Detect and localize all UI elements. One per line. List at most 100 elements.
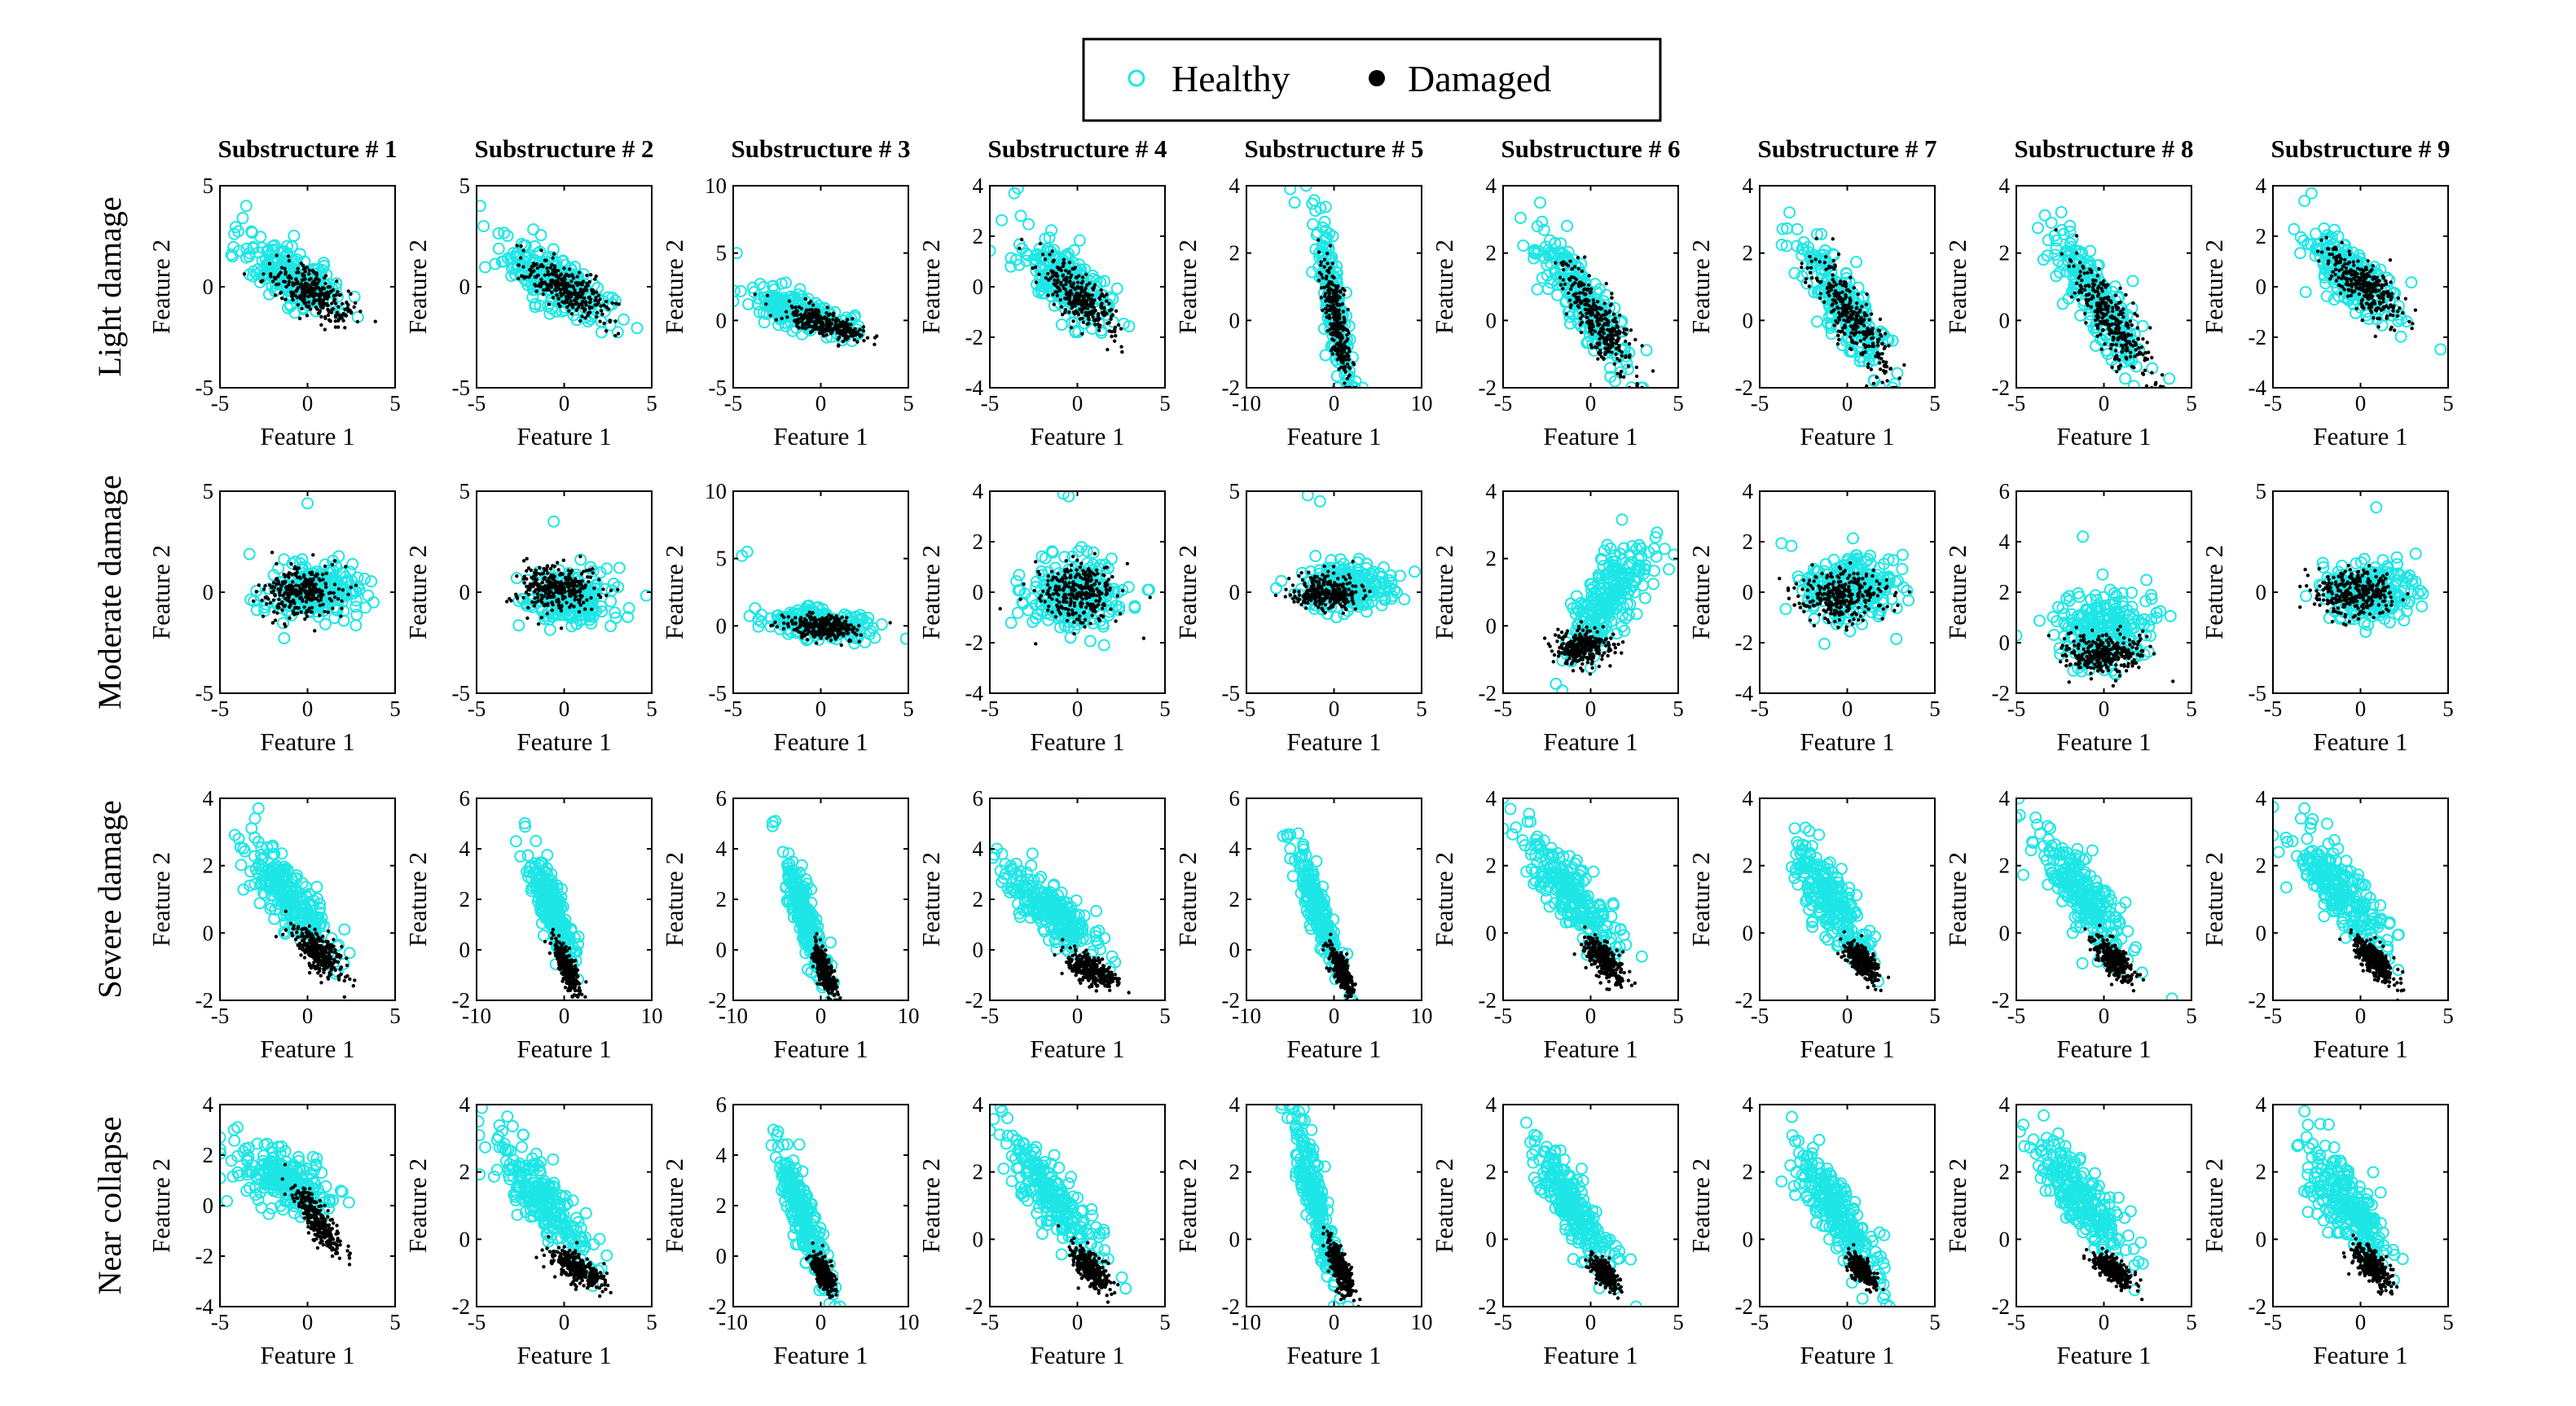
healthy-point [246,226,259,239]
damaged-point [1598,306,1602,311]
damaged-point [2089,305,2094,309]
healthy-point [266,244,279,257]
damaged-point [1598,333,1602,337]
damaged-point [1316,238,1321,242]
damaged-point [820,331,824,335]
damaged-point [1096,311,1101,316]
healthy-point [2060,266,2073,279]
healthy-point [618,313,631,326]
damaged-point [1088,310,1092,314]
healthy-point [1604,362,1617,375]
damaged-point [807,315,811,319]
damaged-point [803,297,807,301]
damaged-point [1337,314,1342,319]
damaged-point [1058,297,1062,302]
x-tick-label: 0 [1585,391,1597,415]
damaged-point [1319,296,1324,300]
damaged-point [1084,305,1088,310]
damaged-point [2081,266,2086,270]
healthy-point [1537,223,1550,236]
damaged-point [2106,283,2110,287]
healthy-point [2053,266,2066,279]
healthy-point [757,306,770,319]
damaged-point [837,343,841,347]
damaged-point [1574,292,1578,296]
damaged-point [346,289,350,293]
damaged-point [1113,330,1117,334]
legend-healthy-label: Healthy [1172,58,1290,99]
damaged-point [848,327,853,331]
damaged-point [303,292,307,297]
damaged-point [1841,283,1846,287]
damaged-point [2129,350,2133,354]
damaged-point [547,302,552,306]
damaged-point [1617,313,1622,318]
damaged-point [540,280,544,284]
damaged-point [1597,342,1602,347]
damaged-point [1063,308,1068,312]
damaged-point [2145,341,2149,345]
healthy-point [1531,283,1544,296]
y-tick-label: 0 [716,308,728,332]
damaged-point [548,266,553,270]
damaged-point [1800,261,1804,266]
y-tick-label: 0 [973,275,984,299]
damaged-point [1332,297,1336,301]
row-label: Moderate damage [91,475,128,710]
damaged-point [1883,332,1888,336]
healthy-point [1853,354,1866,367]
damaged-point [2096,292,2101,297]
damaged-point [311,286,315,291]
damaged-point [1114,309,1119,314]
healthy-point [479,261,492,274]
damaged-point [1091,301,1095,305]
damaged-point [314,282,319,287]
damaged-point [2407,319,2411,324]
damaged-point [587,310,591,315]
damaged-point [594,314,599,319]
damaged-point [1558,283,1563,287]
damaged-point [570,305,575,310]
damaged-point [1074,309,1078,314]
healthy-point [1796,248,1809,261]
damaged-point [1100,292,1104,296]
damaged-point [1840,290,1844,294]
damaged-point [577,270,582,275]
damaged-point [849,323,853,327]
damaged-point [1102,305,1106,310]
damaged-point [1342,349,1347,354]
damaged-point [343,307,347,311]
damaged-point [1323,292,1328,296]
healthy-point [990,244,996,257]
damaged-point [1881,359,1885,364]
y-tick-label: -2 [1479,376,1497,400]
healthy-point [1604,371,1617,384]
damaged-point [818,314,822,319]
damaged-point [288,274,292,278]
damaged-point [1875,343,1880,348]
healthy-point [1514,211,1527,224]
healthy-point [1877,328,1890,341]
damaged-point [1554,261,1558,265]
damaged-point [604,299,609,304]
damaged-point [1878,361,1882,365]
damaged-point [826,323,831,327]
damaged-point [308,307,313,311]
damaged-point [1322,257,1327,261]
damaged-point [2413,308,2418,312]
x-tick-label: 5 [646,391,657,415]
y-axis-label: Feature 2 [917,239,945,334]
damaged-point [299,261,303,266]
healthy-point [2320,290,2333,303]
damaged-point [1576,266,1580,270]
damaged-point [1629,328,1633,332]
damaged-point [1561,278,1566,282]
damaged-point [1084,313,1088,318]
damaged-point [349,311,354,315]
damaged-point [560,280,565,284]
healthy-point [1004,260,1018,273]
damaged-point [1614,346,1619,351]
damaged-point [314,305,319,310]
damaged-point [314,273,319,277]
